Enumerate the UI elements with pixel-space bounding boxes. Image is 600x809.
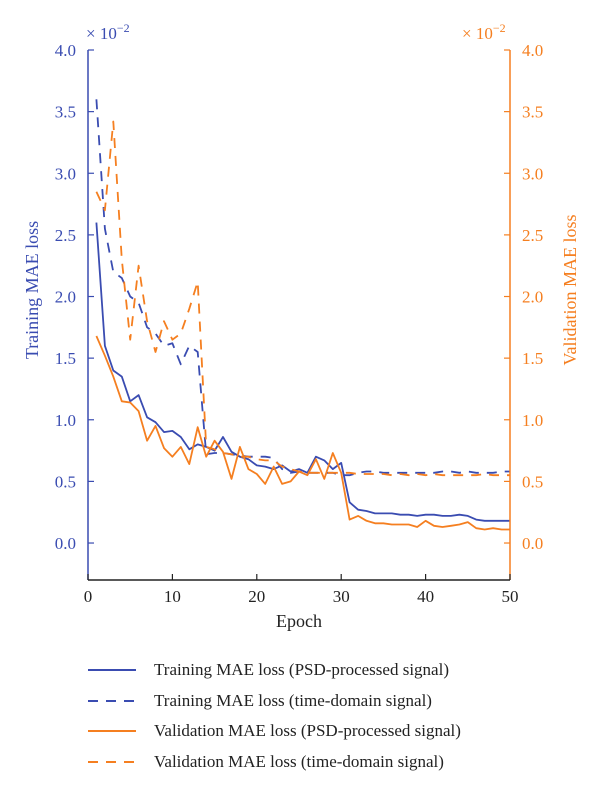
y-right-tick-label: 1.0: [522, 411, 543, 430]
loss-chart: 0 10 20 30 40 50 0.0 0.0 0.5 0.5 1.0 1.0 1.5 1.5 2.0 2.…: [22, 21, 580, 631]
plot-area: [95, 99, 510, 531]
legend: Training MAE loss (PSD-processed signal)…: [88, 655, 588, 777]
x-tick-label: 40: [417, 587, 434, 606]
y-left-tick-label: 3.0: [55, 164, 76, 183]
y-left-tick-label: 1.5: [55, 349, 76, 368]
legend-label-validation-psd: Validation MAE loss (PSD-processed signa…: [154, 721, 461, 741]
y-left-tick-label: 2.0: [55, 288, 76, 307]
legend-label-validation-time: Validation MAE loss (time-domain signal): [154, 751, 444, 771]
series-line-1: [95, 222, 510, 522]
y-right-tick-label: 4.0: [522, 41, 543, 60]
x-tick-label: 10: [164, 587, 181, 606]
y-left-tick-label: 4.0: [55, 41, 76, 60]
y-right-tick-label: 2.0: [522, 288, 543, 307]
axes: 0 10 20 30 40 50 0.0 0.0 0.5 0.5 1.0 1.0 1.5 1.5 2.0 2.…: [22, 21, 580, 631]
y-right-axis-title: Validation MAE loss: [560, 215, 580, 366]
legend-item-training-psd: Training MAE loss (PSD-processed signal): [88, 655, 588, 686]
legend-label-training-time: Training MAE loss (time-domain signal): [154, 690, 432, 710]
y-right-tick-label: 0.5: [522, 472, 543, 491]
y-left-tick-label: 0.0: [55, 534, 76, 553]
legend-label-training-psd: Training MAE loss (PSD-processed signal): [154, 660, 449, 680]
series-line-4: [95, 120, 510, 477]
y-left-tick-label: 1.0: [55, 411, 76, 430]
legend-item-validation-psd: Validation MAE loss (PSD-processed signa…: [88, 716, 588, 747]
x-axis-title: Epoch: [276, 611, 322, 631]
x-tick-label: 0: [84, 587, 93, 606]
y-left-tick-label: 0.5: [55, 472, 76, 491]
legend-item-training-time: Training MAE loss (time-domain signal): [88, 686, 588, 717]
legend-swatch-validation-time: [88, 760, 136, 763]
series-line-2: [95, 99, 510, 477]
y-right-tick-label: 2.5: [522, 226, 543, 245]
x-tick-label: 30: [333, 587, 350, 606]
y-right-tick-label: 3.0: [522, 164, 543, 183]
series-line-3: [95, 335, 510, 531]
legend-swatch-validation-psd: [88, 730, 136, 733]
legend-swatch-training-time: [88, 699, 136, 702]
x-tick-label: 20: [248, 587, 265, 606]
y-left-multiplier: × 10−2: [86, 21, 130, 43]
y-right-multiplier: × 10−2: [462, 21, 506, 43]
legend-swatch-training-psd: [88, 669, 136, 672]
y-right-tick-label: 0.0: [522, 534, 543, 553]
y-right-tick-label: 1.5: [522, 349, 543, 368]
legend-item-validation-time: Validation MAE loss (time-domain signal): [88, 747, 588, 778]
y-left-tick-label: 2.5: [55, 226, 76, 245]
y-left-tick-label: 3.5: [55, 103, 76, 122]
x-tick-label: 50: [502, 587, 519, 606]
y-left-axis-title: Training MAE loss: [22, 221, 42, 359]
y-right-tick-label: 3.5: [522, 103, 543, 122]
